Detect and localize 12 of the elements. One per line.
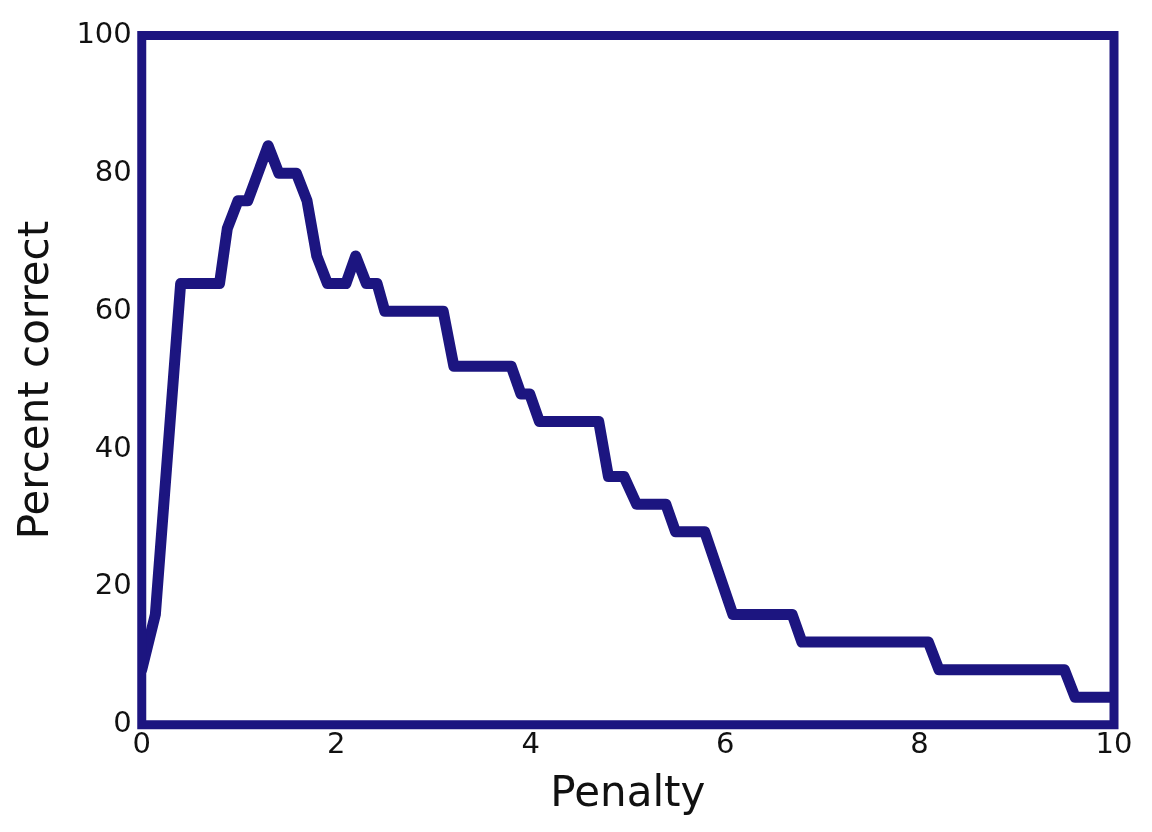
x-tick-label: 6 xyxy=(715,725,735,760)
x-tick-label: 4 xyxy=(521,725,540,760)
y-tick-label: 60 xyxy=(94,291,132,326)
y-tick-label: 100 xyxy=(76,15,132,50)
x-axis-title: Penalty xyxy=(550,766,706,816)
y-tick-label: 20 xyxy=(94,567,132,602)
x-tick-label: 8 xyxy=(910,725,929,760)
y-tick-label: 40 xyxy=(94,429,132,464)
y-axis-title: Percent correct xyxy=(9,220,59,540)
x-tick-label: 10 xyxy=(1095,725,1133,760)
x-tick-label: 2 xyxy=(326,725,346,760)
y-tick-label: 80 xyxy=(94,153,132,188)
